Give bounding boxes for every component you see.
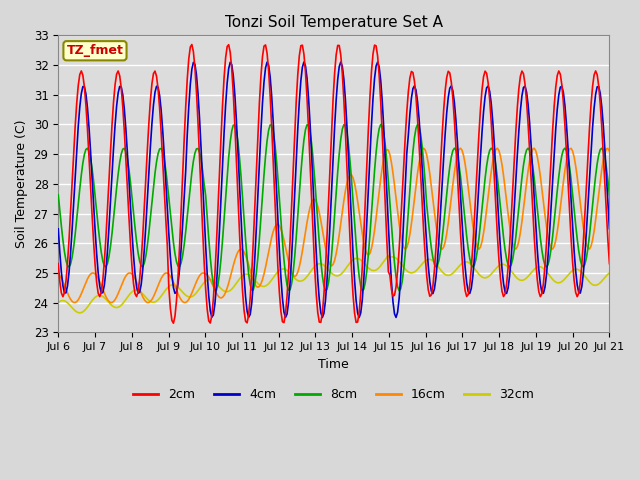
16cm [54, 271, 62, 277]
8cm [605, 192, 613, 198]
32cm [124, 294, 131, 300]
32cm [297, 278, 305, 284]
Line: 4cm: 4cm [58, 62, 609, 317]
2cm [54, 261, 62, 266]
4cm [237, 214, 245, 219]
32cm [220, 288, 228, 294]
16cm [71, 300, 79, 305]
Line: 16cm: 16cm [58, 148, 609, 302]
2cm [240, 308, 248, 313]
4cm [355, 314, 363, 320]
4cm [219, 161, 227, 167]
2cm [188, 42, 196, 48]
4cm [54, 226, 62, 232]
2cm [605, 261, 613, 266]
32cm [76, 310, 84, 316]
32cm [239, 273, 246, 279]
16cm [220, 292, 228, 298]
32cm [605, 270, 613, 276]
Legend: 2cm, 4cm, 8cm, 16cm, 32cm: 2cm, 4cm, 8cm, 16cm, 32cm [129, 383, 540, 406]
4cm [296, 99, 303, 105]
X-axis label: Time: Time [319, 358, 349, 371]
16cm [297, 257, 305, 263]
8cm [578, 263, 586, 268]
Title: Tonzi Soil Temperature Set A: Tonzi Soil Temperature Set A [225, 15, 443, 30]
8cm [296, 192, 303, 197]
32cm [385, 253, 392, 259]
16cm [605, 148, 613, 154]
4cm [122, 126, 130, 132]
32cm [578, 270, 586, 276]
Line: 8cm: 8cm [58, 124, 609, 290]
8cm [396, 288, 403, 293]
Y-axis label: Soil Temperature (C): Soil Temperature (C) [15, 120, 28, 248]
2cm [578, 262, 586, 267]
2cm [250, 239, 257, 245]
Text: TZ_fmet: TZ_fmet [67, 44, 124, 57]
4cm [337, 59, 344, 65]
16cm [248, 273, 255, 278]
2cm [298, 42, 306, 48]
8cm [54, 192, 62, 198]
8cm [219, 237, 227, 243]
16cm [124, 271, 131, 277]
Line: 32cm: 32cm [58, 256, 609, 313]
2cm [170, 320, 177, 326]
8cm [237, 173, 245, 179]
32cm [54, 300, 62, 305]
8cm [122, 149, 130, 155]
Line: 2cm: 2cm [58, 45, 609, 323]
16cm [420, 145, 428, 151]
2cm [122, 155, 130, 161]
8cm [413, 121, 421, 127]
2cm [222, 55, 230, 60]
16cm [239, 247, 246, 252]
8cm [246, 282, 254, 288]
32cm [248, 274, 255, 280]
4cm [578, 284, 586, 289]
16cm [578, 213, 586, 218]
4cm [605, 226, 613, 232]
4cm [246, 312, 254, 317]
